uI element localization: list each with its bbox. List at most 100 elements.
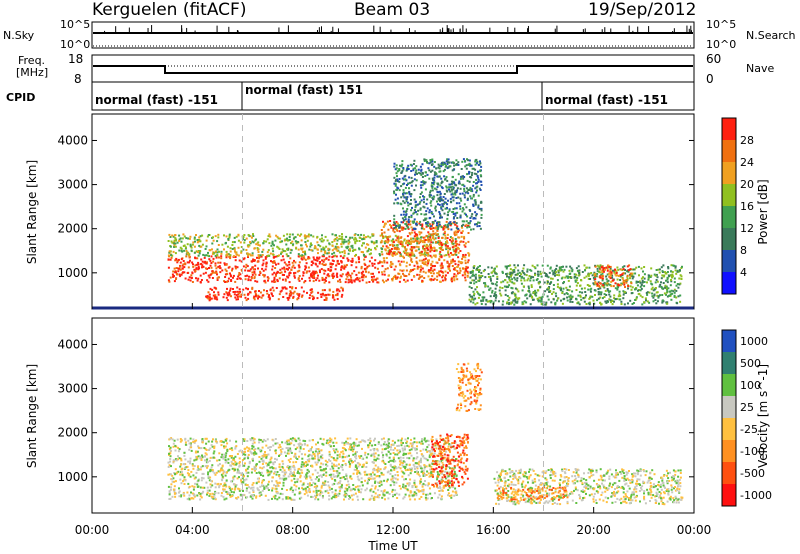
heatmap-cell-1-0 [349, 496, 352, 499]
heatmap-cell-0-3 [442, 226, 445, 229]
heatmap-cell-0-5 [618, 293, 621, 296]
heatmap-cell-0-4 [471, 171, 474, 174]
heatmap-cell-0-4 [441, 161, 444, 164]
heatmap-cell-0-0 [335, 274, 338, 277]
heatmap-cell-0-3 [418, 231, 421, 234]
heatmap-cell-0-0 [291, 261, 294, 264]
heatmap-cell-0-0 [267, 277, 270, 280]
heatmap-cell-0-4 [451, 169, 454, 172]
heatmap-cell-0-1 [341, 235, 344, 238]
heatmap-cell-1-0 [386, 480, 388, 483]
heatmap-cell-0-5 [609, 283, 612, 286]
heatmap-cell-1-0 [277, 446, 280, 449]
heatmap-cell-0-3 [464, 276, 467, 279]
heatmap-cell-0-5 [600, 291, 603, 294]
heatmap-cell-1-0 [209, 476, 212, 479]
heatmap-cell-0-4 [475, 191, 478, 194]
heatmap-cell-0-4 [456, 187, 459, 190]
heatmap-cell-1-0 [439, 487, 442, 490]
heatmap-cell-0-5 [513, 276, 516, 279]
heatmap-cell-0-0 [201, 266, 203, 269]
heatmap-cell-0-5 [609, 295, 612, 298]
heatmap-cell-0-4 [398, 169, 401, 172]
heatmap-cell-1-0 [314, 478, 317, 481]
heatmap-cell-0-2 [271, 286, 274, 289]
heatmap-cell-0-2 [311, 290, 314, 293]
heatmap-cell-0-0 [247, 278, 250, 281]
heatmap-cell-0-5 [626, 278, 629, 280]
heatmap-cell-1-0 [293, 493, 296, 496]
heatmap-cell-0-0 [327, 258, 330, 261]
heatmap-cell-0-2 [294, 287, 297, 290]
heatmap-cell-0-5 [552, 284, 555, 286]
heatmap-cell-0-5 [512, 271, 515, 274]
heatmap-cell-0-4 [440, 198, 443, 201]
heatmap-cell-0-3 [413, 231, 416, 234]
heatmap-cell-0-0 [177, 258, 180, 261]
heatmap-cell-0-1 [233, 241, 236, 244]
heatmap-cell-0-4 [451, 193, 454, 196]
heatmap-cell-0-3 [441, 249, 444, 251]
heatmap-cell-0-4 [402, 192, 404, 195]
heatmap-cell-1-0 [370, 494, 373, 497]
heatmap-cell-1-0 [282, 481, 285, 484]
heatmap-cell-0-5 [527, 277, 530, 280]
heatmap-cell-0-4 [407, 164, 410, 167]
heatmap-cell-0-3 [416, 273, 419, 276]
heatmap-cell-1-0 [260, 449, 263, 452]
heatmap-cell-0-5 [622, 297, 625, 300]
heatmap-cell-0-4 [478, 225, 481, 227]
heatmap-cell-0-5 [675, 272, 678, 275]
heatmap-cell-1-0 [207, 473, 209, 476]
heatmap-cell-1-0 [291, 439, 294, 442]
heatmap-cell-1-0 [190, 446, 193, 449]
heatmap-cell-1-0 [292, 472, 295, 475]
heatmap-cell-1-0 [245, 496, 247, 499]
heatmap-cell-0-0 [182, 263, 185, 266]
heatmap-cell-0-4 [452, 186, 455, 189]
heatmap-cell-1-0 [197, 445, 200, 448]
heatmap-cell-1-0 [324, 490, 327, 493]
heatmap-cell-0-0 [297, 278, 300, 281]
heatmap-cell-0-4 [473, 172, 476, 175]
heatmap-cell-0-2 [230, 295, 232, 298]
heatmap-cell-0-5 [637, 265, 640, 268]
heatmap-cell-0-3 [441, 279, 444, 282]
heatmap-cell-0-3 [453, 245, 456, 248]
heatmap-cell-0-4 [452, 213, 455, 215]
heatmap-cell-0-5 [562, 282, 565, 285]
heatmap-cell-0-5 [502, 300, 505, 303]
heatmap-cell-0-5 [472, 266, 475, 269]
heatmap-cell-1-0 [180, 459, 183, 462]
heatmap-cell-0-1 [193, 237, 196, 240]
heatmap-cell-0-3 [457, 256, 460, 259]
heatmap-cell-0-3 [459, 269, 462, 272]
heatmap-cell-0-1 [200, 245, 203, 248]
heatmap-cell-0-5 [670, 264, 673, 267]
heatmap-cell-1-0 [203, 447, 206, 449]
heatmap-cell-0-1 [277, 246, 280, 249]
heatmap-cell-0-0 [328, 281, 331, 284]
heatmap-cell-1-0 [281, 441, 284, 444]
heatmap-cell-0-5 [554, 272, 557, 275]
heatmap-cell-1-0 [282, 462, 285, 465]
heatmap-cell-1-0 [369, 473, 372, 476]
heatmap-cell-0-4 [439, 216, 441, 219]
heatmap-cell-1-0 [330, 440, 333, 443]
nave-bottom-tick: 0 [706, 72, 714, 86]
heatmap-cell-0-2 [257, 297, 259, 300]
heatmap-cell-0-4 [455, 222, 458, 225]
heatmap-cell-0-5 [577, 274, 580, 277]
heatmap-cell-1-0 [415, 457, 418, 460]
heatmap-cell-0-5 [506, 302, 508, 305]
heatmap-cell-0-3 [433, 268, 436, 271]
heatmap-cell-0-5 [583, 287, 586, 290]
heatmap-cell-0-0 [331, 256, 334, 259]
heatmap-cell-0-3 [400, 260, 403, 263]
heatmap-cell-1-0 [329, 437, 332, 440]
heatmap-cell-0-1 [197, 254, 200, 257]
heatmap-cell-0-5 [597, 297, 600, 300]
heatmap-cell-0-2 [255, 294, 257, 297]
heatmap-cell-0-3 [398, 241, 401, 244]
